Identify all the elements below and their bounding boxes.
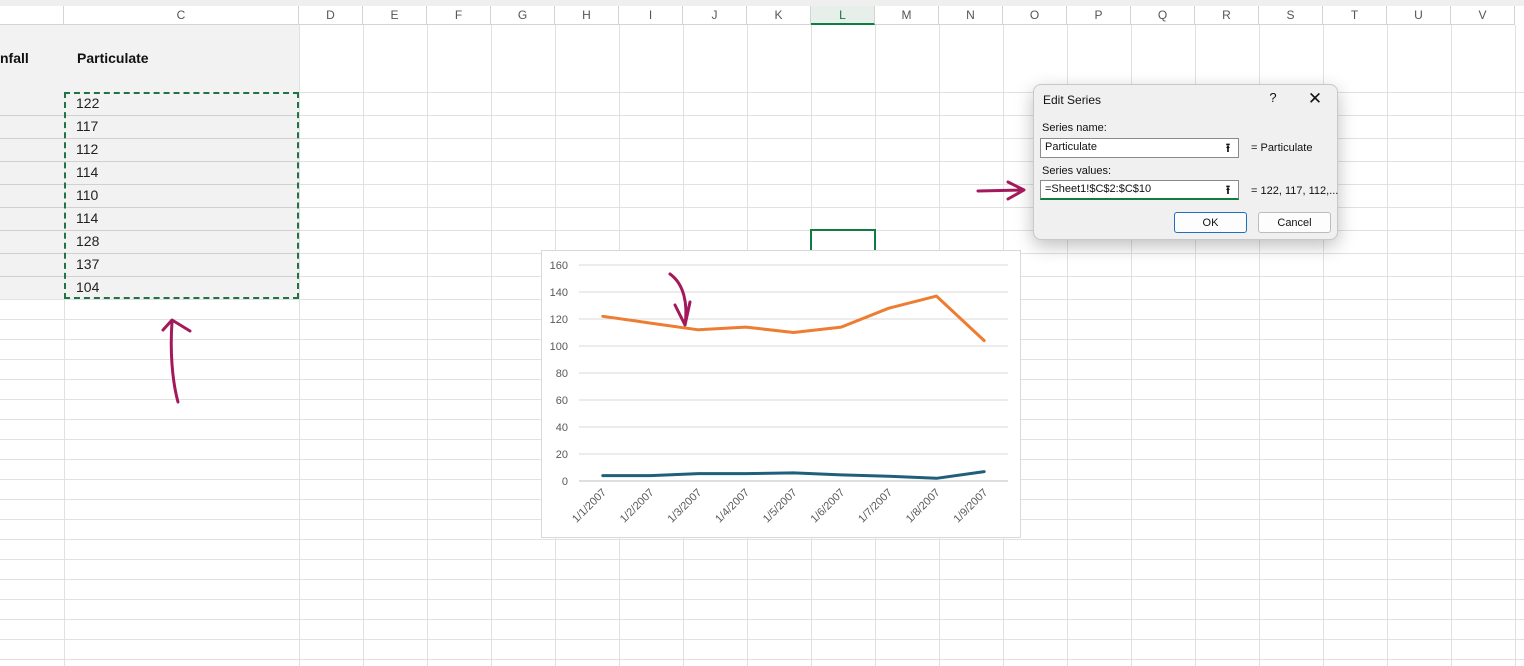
column-header-h[interactable]: H <box>555 6 619 25</box>
edit-series-dialog[interactable]: Edit Series ? ✕ Series name: Particulate… <box>1033 84 1338 240</box>
particulate-cell[interactable]: 104 <box>76 279 100 295</box>
selection-marquee <box>64 92 299 299</box>
particulate-cell[interactable]: 114 <box>76 210 99 226</box>
series-name-label: Series name: <box>1042 122 1107 134</box>
column-header-c[interactable]: C <box>64 6 299 25</box>
column-header-o[interactable]: O <box>1003 6 1067 25</box>
x-tick-label: 1/1/2007 <box>570 487 609 526</box>
particulate-cell[interactable]: 112 <box>76 141 99 157</box>
x-tick-label: 1/2/2007 <box>618 487 657 526</box>
x-tick-label: 1/8/2007 <box>904 487 943 526</box>
y-tick-label: 100 <box>550 341 568 353</box>
y-tick-label: 80 <box>556 368 568 380</box>
column-header-i[interactable]: I <box>619 6 683 25</box>
y-tick-label: 20 <box>556 449 568 461</box>
series-values-preview: = 122, 117, 112,... <box>1251 185 1339 197</box>
x-tick-label: 1/3/2007 <box>666 487 705 526</box>
ok-button[interactable]: OK <box>1174 212 1247 233</box>
column-header-m[interactable]: M <box>875 6 939 25</box>
column-header-r[interactable]: R <box>1195 6 1259 25</box>
column-header-v[interactable]: V <box>1451 6 1515 25</box>
table-header-row <box>0 25 299 92</box>
series-name-preview: = Particulate <box>1251 142 1313 154</box>
particulate-cell[interactable]: 122 <box>76 95 100 111</box>
series-values-label: Series values: <box>1042 165 1112 177</box>
ribbon-edge <box>0 0 1524 6</box>
y-tick-label: 160 <box>550 260 568 272</box>
x-tick-label: 1/4/2007 <box>713 487 752 526</box>
column-header-n[interactable]: N <box>939 6 1003 25</box>
y-tick-label: 0 <box>562 476 568 488</box>
collapse-dialog-icon[interactable]: ⭱ <box>1225 183 1231 197</box>
active-cell[interactable] <box>810 229 876 252</box>
x-tick-label: 1/5/2007 <box>761 487 800 526</box>
column-header-l[interactable]: L <box>811 6 875 25</box>
x-tick-label: 1/7/2007 <box>856 487 895 526</box>
header-cell-rainfall[interactable]: nfall <box>0 50 29 66</box>
particulate-cell[interactable]: 137 <box>76 256 100 272</box>
table-data-band <box>0 92 299 299</box>
particulate-cell[interactable]: 114 <box>76 164 99 180</box>
series-line-2[interactable] <box>601 470 986 480</box>
particulate-cell[interactable]: 117 <box>76 118 99 134</box>
series-values-input[interactable]: =Sheet1!$C$2:$C$10 <box>1040 180 1239 200</box>
y-tick-label: 140 <box>550 287 568 299</box>
column-header-j[interactable]: J <box>683 6 747 25</box>
cancel-button[interactable]: Cancel <box>1258 212 1331 233</box>
column-header-g[interactable]: G <box>491 6 555 25</box>
x-tick-label: 1/9/2007 <box>952 487 991 526</box>
column-header-b[interactable] <box>0 6 64 25</box>
y-tick-label: 40 <box>556 422 568 434</box>
header-cell-particulate[interactable]: Particulate <box>77 50 149 66</box>
column-header-f[interactable]: F <box>427 6 491 25</box>
column-header-e[interactable]: E <box>363 6 427 25</box>
line-chart[interactable]: 0 20 40 60 80 100 120 140 160 1/1/2007 1/2/2007 1/… <box>541 250 1021 538</box>
particulate-cell[interactable]: 128 <box>76 233 100 249</box>
y-tick-label: 120 <box>550 314 568 326</box>
x-tick-label: 1/6/2007 <box>809 487 848 526</box>
y-tick-label: 60 <box>556 395 568 407</box>
series-line-1[interactable] <box>601 294 986 343</box>
close-icon[interactable]: ✕ <box>1307 89 1323 108</box>
dialog-title: Edit Series <box>1043 93 1102 107</box>
column-header-t[interactable]: T <box>1323 6 1387 25</box>
column-header-k[interactable]: K <box>747 6 811 25</box>
collapse-dialog-icon[interactable]: ⭱ <box>1225 141 1231 155</box>
column-header-u[interactable]: U <box>1387 6 1451 25</box>
series-name-input[interactable]: Particulate <box>1040 138 1239 158</box>
column-header-p[interactable]: P <box>1067 6 1131 25</box>
column-header-s[interactable]: S <box>1259 6 1323 25</box>
help-icon[interactable]: ? <box>1269 90 1277 105</box>
column-header-d[interactable]: D <box>299 6 363 25</box>
column-header-q[interactable]: Q <box>1131 6 1195 25</box>
particulate-cell[interactable]: 110 <box>76 187 99 203</box>
